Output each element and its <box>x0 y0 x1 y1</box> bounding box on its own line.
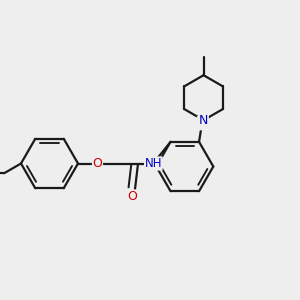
Text: N: N <box>199 114 208 127</box>
Text: NH: NH <box>145 157 162 170</box>
Text: O: O <box>93 157 102 170</box>
Text: N: N <box>197 117 207 130</box>
Text: O: O <box>127 190 136 203</box>
